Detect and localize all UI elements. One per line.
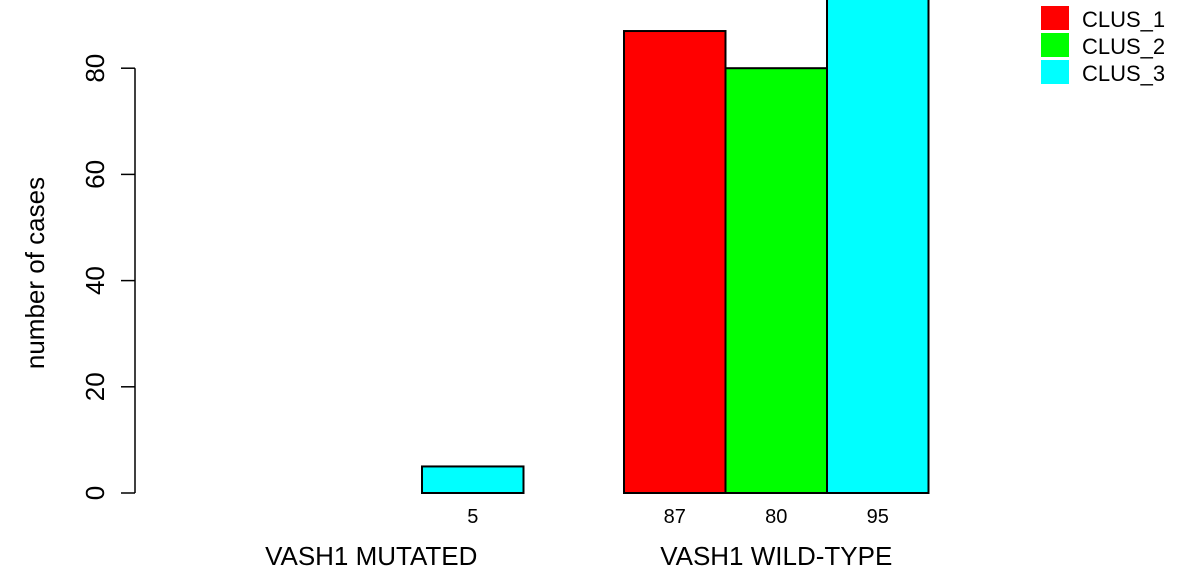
y-tick-label: 0 — [80, 486, 110, 500]
y-tick-label: 60 — [80, 160, 110, 189]
y-tick-label: 40 — [80, 266, 110, 295]
category-labels: VASH1 MUTATED VASH1 WILD-TYPE — [265, 541, 892, 571]
legend-label: CLUS_1 — [1082, 7, 1165, 32]
bar-value-label: 95 — [867, 506, 889, 528]
legend-swatch — [1041, 6, 1069, 30]
bars-group — [421, 0, 930, 495]
bar-clus2-wildtype — [724, 67, 828, 494]
bar-value-labels: 5 87 80 95 — [467, 506, 889, 528]
bar-clus1-wildtype — [623, 30, 727, 495]
bar-value-label: 80 — [765, 506, 787, 528]
bar-clus3-mutated — [421, 465, 525, 495]
category-label: VASH1 MUTATED — [265, 541, 477, 571]
legend-label: CLUS_3 — [1082, 61, 1165, 86]
y-axis-label: number of cases — [20, 177, 50, 369]
bar-clus3-wildtype — [826, 0, 930, 495]
bar-value-label: 87 — [664, 506, 686, 528]
category-label: VASH1 WILD-TYPE — [660, 541, 892, 571]
bar-value-label: 5 — [467, 506, 478, 528]
legend-label: CLUS_2 — [1082, 34, 1165, 59]
y-axis: 0 20 40 60 80 — [80, 54, 136, 500]
y-tick-label: 20 — [80, 372, 110, 401]
legend-swatch — [1041, 60, 1069, 84]
legend-swatch — [1041, 33, 1069, 57]
y-tick-label: 80 — [80, 54, 110, 83]
